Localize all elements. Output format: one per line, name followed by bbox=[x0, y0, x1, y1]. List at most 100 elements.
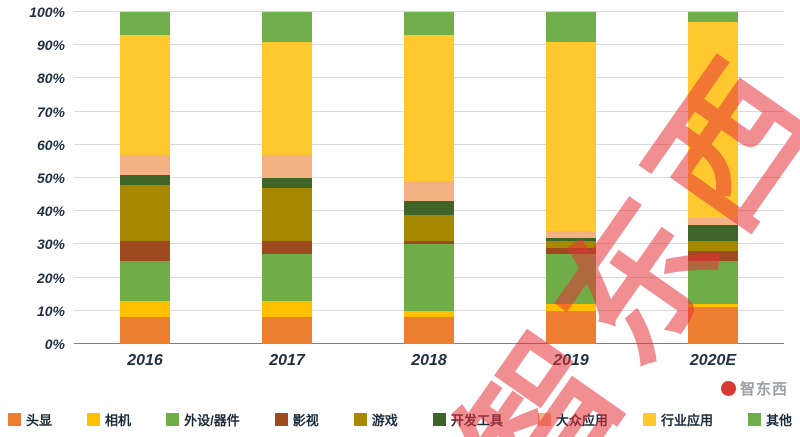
x-axis-label-2017: 2017 bbox=[269, 352, 305, 369]
legend-label-游戏: 游戏 bbox=[371, 412, 398, 428]
bar-cell-2017 bbox=[216, 12, 358, 344]
segment-2018-大众应用 bbox=[404, 181, 454, 202]
bar-2016 bbox=[120, 12, 170, 344]
zhidx-logo-icon bbox=[720, 381, 736, 396]
bar-cell-2018 bbox=[358, 12, 500, 344]
x-axis-label-2016: 2016 bbox=[127, 352, 163, 369]
segment-2016-其他 bbox=[120, 12, 170, 36]
zhidx-logo-text: 智东西 bbox=[739, 381, 788, 398]
segment-2019-行业应用 bbox=[546, 41, 596, 232]
segment-2017-游戏 bbox=[262, 188, 312, 242]
legend-item-相机: 相机 bbox=[87, 410, 131, 429]
legend-label-头显: 头显 bbox=[26, 412, 53, 428]
segment-2016-大众应用 bbox=[120, 154, 170, 175]
legend-item-外设/器件: 外设/器件 bbox=[166, 410, 240, 429]
y-axis-label-60: 60% bbox=[36, 136, 65, 153]
segment-2018-外设/器件 bbox=[404, 244, 454, 311]
y-axis-label-50: 50% bbox=[36, 170, 65, 186]
segment-2020E-大众应用 bbox=[688, 217, 738, 225]
legend-item-其他: 其他 bbox=[747, 410, 792, 429]
legend-label-相机: 相机 bbox=[105, 412, 132, 428]
bar-cell-2016 bbox=[74, 12, 216, 344]
segment-2017-行业应用 bbox=[262, 41, 312, 155]
segment-2020E-外设/器件 bbox=[688, 261, 738, 305]
y-axis-label-90: 90% bbox=[36, 37, 65, 54]
legend-swatch-其他 bbox=[747, 412, 761, 426]
segment-2016-影视 bbox=[120, 241, 170, 262]
segment-2019-其他 bbox=[546, 12, 596, 42]
segment-2017-开发工具 bbox=[262, 178, 312, 189]
segment-2020E-游戏 bbox=[688, 241, 738, 252]
segment-2017-其他 bbox=[262, 12, 312, 42]
segment-2020E-相机 bbox=[688, 304, 738, 308]
legend-label-开发工具: 开发工具 bbox=[450, 412, 503, 428]
legend-swatch-相机 bbox=[87, 412, 101, 426]
segment-2020E-行业应用 bbox=[688, 22, 738, 218]
segment-2018-开发工具 bbox=[404, 201, 454, 215]
legend-label-影视: 影视 bbox=[292, 412, 319, 428]
plot-area: 0% 10% 20% 30% 40% 50% 60% 70% 80% 90% 100% bbox=[29, 4, 784, 352]
segment-2016-相机 bbox=[120, 300, 170, 318]
gridline-100 bbox=[74, 11, 784, 12]
segment-2018-游戏 bbox=[404, 214, 454, 242]
x-axis-labels: 2016 2017 2018 2019 2020E bbox=[74, 352, 784, 370]
y-axis-label-10: 10% bbox=[36, 302, 65, 319]
legend-swatch-影视 bbox=[274, 412, 288, 426]
legend-item-开发工具: 开发工具 bbox=[432, 410, 503, 429]
x-axis-label-2018: 2018 bbox=[411, 352, 447, 369]
segment-2018-其他 bbox=[404, 12, 454, 36]
segment-2016-开发工具 bbox=[120, 174, 170, 185]
legend-swatch-头显 bbox=[8, 412, 21, 426]
segment-2018-行业应用 bbox=[404, 35, 454, 182]
segment-2017-头显 bbox=[262, 317, 312, 344]
segment-2018-相机 bbox=[404, 310, 454, 318]
y-axis-label-0: 0% bbox=[44, 336, 65, 352]
segment-2019-开发工具 bbox=[546, 237, 596, 242]
bars-container bbox=[74, 12, 784, 344]
bar-2019 bbox=[546, 12, 596, 344]
bar-2017 bbox=[262, 12, 312, 344]
legend-swatch-开发工具 bbox=[432, 412, 446, 426]
y-axis-label-70: 70% bbox=[36, 103, 65, 120]
bar-cell-2020E bbox=[642, 12, 784, 344]
y-axis-label-20: 20% bbox=[36, 269, 65, 286]
segment-2018-头显 bbox=[404, 317, 454, 344]
legend-item-影视: 影视 bbox=[274, 410, 319, 429]
legend-label-大众应用: 大众应用 bbox=[555, 412, 608, 428]
bar-2020E bbox=[688, 12, 738, 344]
x-axis-label-2019: 2019 bbox=[553, 352, 589, 369]
y-axis-label-80: 80% bbox=[36, 70, 65, 87]
bar-2018 bbox=[404, 12, 454, 344]
segment-2016-外设/器件 bbox=[120, 261, 170, 301]
segment-2019-大众应用 bbox=[546, 231, 596, 238]
legend-item-头显: 头显 bbox=[8, 410, 52, 429]
legend-swatch-游戏 bbox=[353, 412, 367, 426]
segment-2017-影视 bbox=[262, 241, 312, 255]
legend-label-其他: 其他 bbox=[765, 412, 792, 428]
legend-item-游戏: 游戏 bbox=[353, 410, 398, 429]
segment-2016-行业应用 bbox=[120, 35, 170, 155]
legend: 头显 相机 外设/器件 影视 游戏 开发工具 大众应用 行业应用 其他 bbox=[8, 409, 792, 429]
x-axis-label-2020E: 2020E bbox=[689, 352, 737, 369]
segment-2017-外设/器件 bbox=[262, 254, 312, 301]
segment-2017-大众应用 bbox=[262, 154, 312, 179]
legend-item-大众应用: 大众应用 bbox=[537, 410, 608, 429]
zhidx-logo: 智东西 bbox=[720, 378, 788, 399]
legend-label-行业应用: 行业应用 bbox=[660, 412, 713, 428]
segment-2016-游戏 bbox=[120, 184, 170, 242]
legend-swatch-大众应用 bbox=[537, 412, 551, 426]
y-axis-label-100: 100% bbox=[29, 4, 65, 20]
segment-2020E-影视 bbox=[688, 251, 738, 262]
legend-label-外设/器件: 外设/器件 bbox=[184, 412, 240, 428]
legend-swatch-外设/器件 bbox=[166, 412, 180, 426]
segment-2016-头显 bbox=[120, 317, 170, 344]
legend-item-行业应用: 行业应用 bbox=[642, 410, 713, 429]
segment-2020E-头显 bbox=[688, 307, 738, 344]
segment-2020E-开发工具 bbox=[688, 224, 738, 242]
segment-2019-相机 bbox=[546, 304, 596, 311]
segment-2020E-其他 bbox=[688, 12, 738, 23]
y-axis-label-40: 40% bbox=[36, 203, 65, 220]
bar-cell-2019 bbox=[500, 12, 642, 344]
segment-2019-游戏 bbox=[546, 241, 596, 248]
segment-2019-影视 bbox=[546, 247, 596, 255]
